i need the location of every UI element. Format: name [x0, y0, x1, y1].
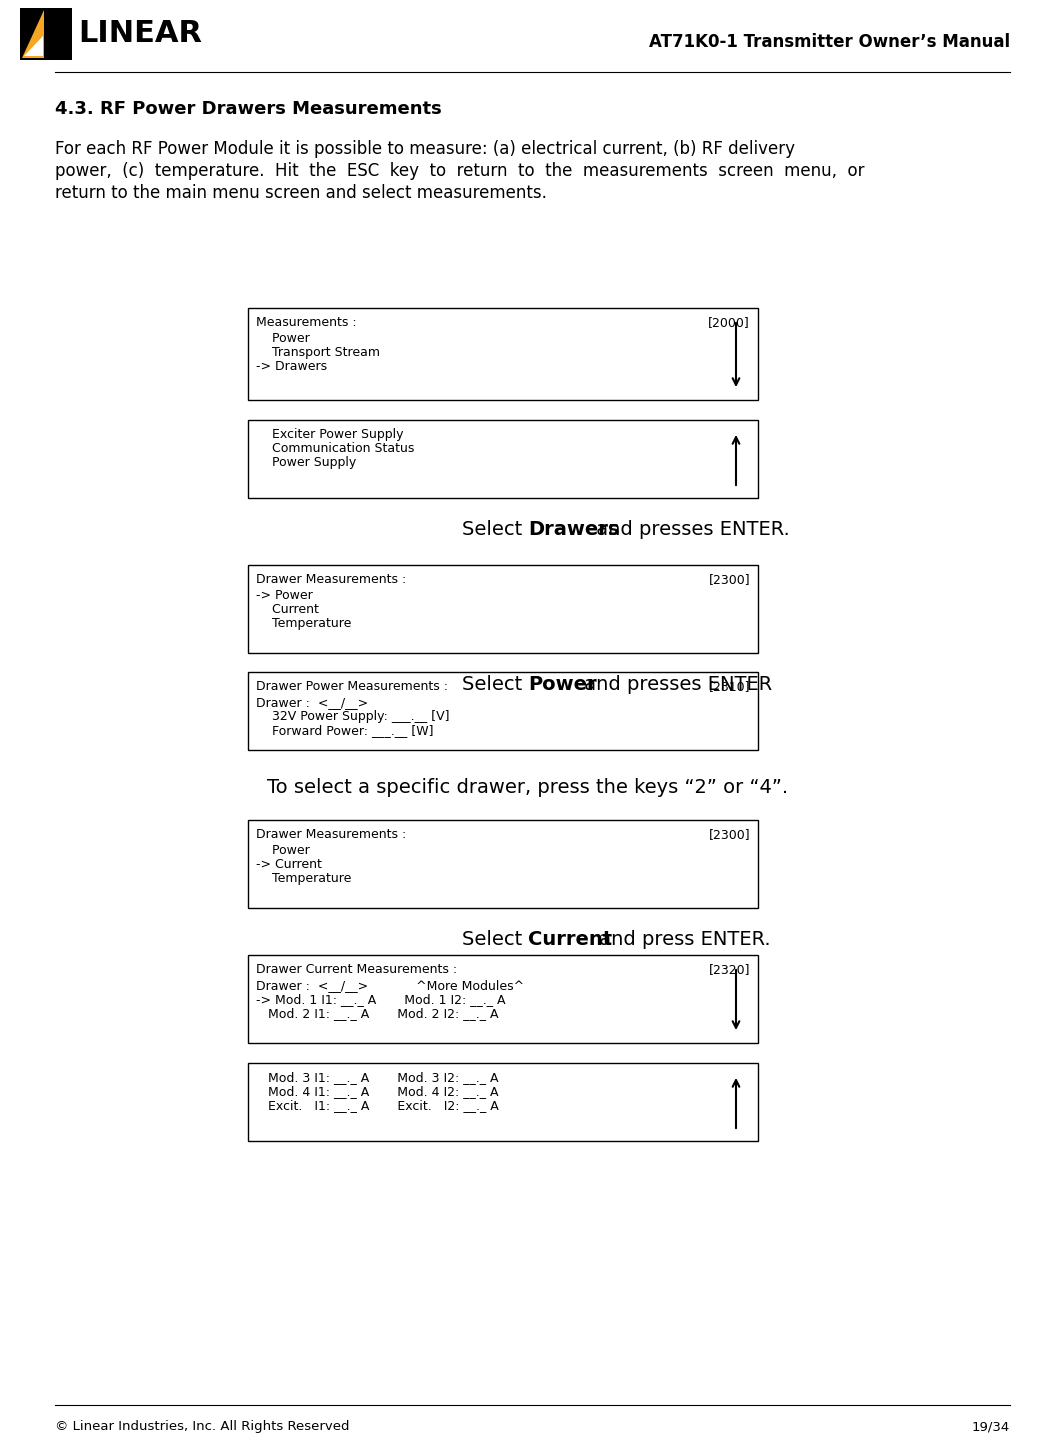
Text: Current: Current	[528, 930, 612, 949]
Text: 19/34: 19/34	[972, 1421, 1010, 1434]
Text: Temperature: Temperature	[256, 617, 352, 630]
Text: and presses ENTER.: and presses ENTER.	[590, 519, 790, 538]
Text: Power: Power	[256, 844, 309, 858]
Text: Mod. 4 I1: __._ A       Mod. 4 I2: __._ A: Mod. 4 I1: __._ A Mod. 4 I2: __._ A	[256, 1085, 498, 1098]
Bar	[248, 1064, 758, 1140]
Text: return to the main menu screen and select measurements.: return to the main menu screen and selec…	[55, 184, 547, 202]
Text: For each RF Power Module it is possible to measure: (a) electrical current, (b) : For each RF Power Module it is possible …	[55, 139, 795, 158]
Text: Communication Status: Communication Status	[256, 443, 414, 456]
Bar	[248, 308, 758, 400]
Text: Power: Power	[528, 675, 597, 694]
Text: Power Supply: Power Supply	[256, 456, 356, 469]
Text: 4.3. RF Power Drawers Measurements: 4.3. RF Power Drawers Measurements	[55, 100, 441, 118]
Text: Forward Power: ___.__ [W]: Forward Power: ___.__ [W]	[256, 724, 434, 737]
Text: Select: Select	[461, 930, 528, 949]
Bar	[248, 564, 758, 653]
Text: Drawer Measurements :: Drawer Measurements :	[256, 573, 407, 586]
Text: Drawer Power Measurements :: Drawer Power Measurements :	[256, 681, 448, 694]
Text: -> Current: -> Current	[256, 858, 322, 871]
Text: -> Mod. 1 I1: __._ A       Mod. 1 I2: __._ A: -> Mod. 1 I1: __._ A Mod. 1 I2: __._ A	[256, 992, 506, 1006]
Text: Temperature: Temperature	[256, 872, 352, 885]
Text: Power: Power	[256, 332, 309, 345]
Polygon shape	[22, 10, 44, 58]
Text: Mod. 3 I1: __._ A       Mod. 3 I2: __._ A: Mod. 3 I1: __._ A Mod. 3 I2: __._ A	[256, 1071, 498, 1084]
Text: [2300]: [2300]	[709, 829, 750, 842]
Text: and presses ENTER: and presses ENTER	[578, 675, 772, 694]
Text: Drawer Measurements :: Drawer Measurements :	[256, 829, 407, 842]
Bar	[248, 955, 758, 1043]
Text: Exciter Power Supply: Exciter Power Supply	[256, 428, 403, 441]
Text: Current: Current	[256, 604, 319, 617]
Text: Select: Select	[461, 519, 528, 538]
Text: © Linear Industries, Inc. All Rights Reserved: © Linear Industries, Inc. All Rights Res…	[55, 1421, 350, 1434]
Text: [2320]: [2320]	[709, 963, 750, 977]
Bar	[248, 419, 758, 498]
Polygon shape	[24, 36, 43, 57]
Text: Select: Select	[461, 675, 528, 694]
Bar	[248, 820, 758, 908]
Text: Mod. 2 I1: __._ A       Mod. 2 I2: __._ A: Mod. 2 I1: __._ A Mod. 2 I2: __._ A	[256, 1007, 498, 1020]
Text: AT71K0-1 Transmitter Owner’s Manual: AT71K0-1 Transmitter Owner’s Manual	[648, 33, 1010, 51]
Text: To select a specific drawer, press the keys “2” or “4”.: To select a specific drawer, press the k…	[267, 778, 789, 797]
Text: LINEAR: LINEAR	[78, 19, 202, 48]
Text: -> Drawers: -> Drawers	[256, 360, 327, 373]
Text: Transport Stream: Transport Stream	[256, 345, 380, 358]
Text: Excit.   I1: __._ A       Excit.   I2: __._ A: Excit. I1: __._ A Excit. I2: __._ A	[256, 1098, 498, 1111]
Text: [2000]: [2000]	[709, 316, 750, 329]
Text: Measurements :: Measurements :	[256, 316, 357, 329]
Text: -> Power: -> Power	[256, 589, 313, 602]
Text: [2310]: [2310]	[709, 681, 750, 694]
Text: and press ENTER.: and press ENTER.	[593, 930, 771, 949]
Text: 32V Power Supply: ___.__ [V]: 32V Power Supply: ___.__ [V]	[256, 710, 450, 723]
Text: Drawer :  <__/__>: Drawer : <__/__>	[256, 696, 369, 710]
Text: power,  (c)  temperature.  Hit  the  ESC  key  to  return  to  the  measurements: power, (c) temperature. Hit the ESC key …	[55, 163, 865, 180]
Text: Drawers: Drawers	[528, 519, 620, 538]
Text: [2300]: [2300]	[709, 573, 750, 586]
Bar	[248, 672, 758, 750]
Text: Drawer :  <__/__>            ^More Modules^: Drawer : <__/__> ^More Modules^	[256, 979, 524, 992]
Text: Drawer Current Measurements :: Drawer Current Measurements :	[256, 963, 457, 977]
Bar	[20, 9, 72, 59]
